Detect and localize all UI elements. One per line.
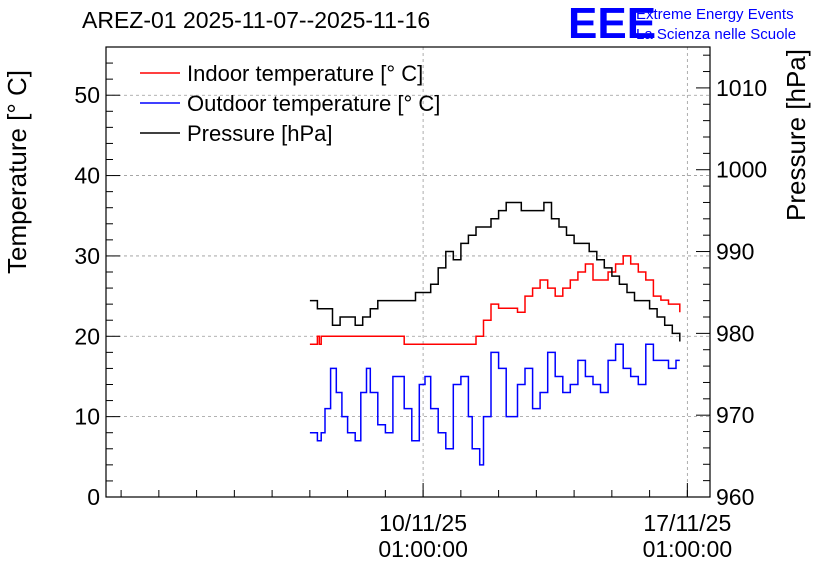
logo-line-2: La Scienza nelle Scuole	[636, 26, 796, 43]
y-tick-label: 20	[74, 323, 100, 349]
legend-label: Indoor temperature [° C]	[187, 61, 423, 86]
x-tick-time: 01:00:00	[643, 536, 733, 562]
y-tick-label: 30	[74, 243, 100, 269]
y-tick-label: 50	[74, 82, 100, 108]
legend-label: Outdoor temperature [° C]	[187, 91, 440, 116]
y-axis-right-label: Pressure [hPa]	[781, 49, 811, 221]
y-right-tick-label: 980	[716, 320, 754, 346]
y-right-tick-label: 990	[716, 239, 754, 265]
y-tick-label: 40	[74, 163, 100, 189]
chart-title: AREZ-01 2025-11-07--2025-11-16	[82, 7, 430, 33]
y-right-tick-label: 960	[716, 484, 754, 510]
y-tick-label: 10	[74, 404, 100, 430]
x-tick-date: 17/11/25	[643, 510, 731, 536]
series-pressure	[309, 201, 681, 342]
y-right-tick-label: 1000	[716, 157, 767, 183]
x-tick-date: 10/11/25	[379, 510, 467, 536]
series-outdoor	[309, 343, 680, 466]
legend-label: Pressure [hPa]	[187, 121, 333, 146]
y-tick-label: 0	[87, 484, 100, 510]
y-right-tick-label: 970	[716, 402, 754, 428]
grid	[106, 47, 710, 497]
axis-labels: AREZ-01 2025-11-07--2025-11-16 EEE Extre…	[2, 0, 811, 274]
eee-logo: EEE	[568, 0, 656, 48]
logo-line-1: Extreme Energy Events	[636, 6, 794, 23]
axis-ticks: 010203040509609709809901000101010/11/250…	[74, 46, 767, 562]
series-lines	[309, 201, 681, 466]
y-axis-label: Temperature [° C]	[2, 70, 32, 274]
series-indoor	[309, 255, 681, 346]
legend: Indoor temperature [° C] Outdoor temperat…	[140, 61, 440, 146]
x-tick-time: 01:00:00	[378, 536, 468, 562]
y-right-tick-label: 1010	[716, 75, 767, 101]
